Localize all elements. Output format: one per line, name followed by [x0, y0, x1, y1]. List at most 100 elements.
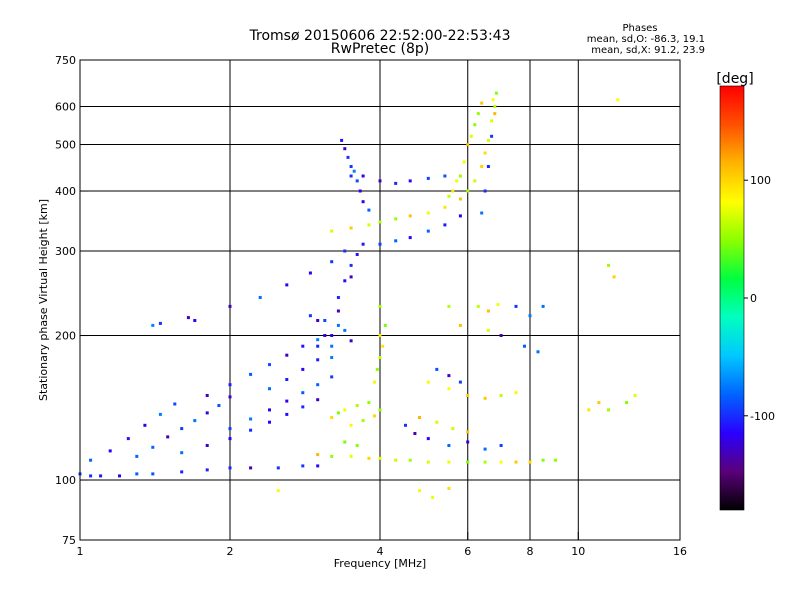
- data-point: [528, 460, 532, 464]
- data-point: [426, 460, 430, 464]
- data-point: [301, 367, 305, 371]
- data-point: [496, 303, 500, 307]
- data-point: [381, 344, 385, 348]
- data-point: [301, 464, 305, 468]
- data-point: [180, 470, 184, 474]
- data-point: [483, 189, 487, 193]
- data-point: [486, 328, 490, 332]
- data-point: [375, 367, 379, 371]
- x-tick-label: 10: [571, 545, 585, 558]
- x-tick-label: 6: [464, 545, 471, 558]
- data-point: [249, 372, 253, 376]
- data-point: [514, 460, 518, 464]
- data-point: [285, 412, 289, 416]
- data-point: [404, 423, 407, 427]
- data-point: [301, 344, 305, 348]
- data-point: [466, 143, 470, 146]
- data-point: [340, 138, 344, 142]
- data-point: [435, 420, 439, 424]
- data-point: [249, 417, 253, 421]
- axis-ticks: 1 2 4 6 8 10 16 75 100 200 300 400 500 600 750: [55, 54, 687, 558]
- data-point: [476, 304, 480, 308]
- data-point: [330, 344, 334, 348]
- colorbar-tick-label: -100: [750, 410, 775, 423]
- data-point: [625, 401, 629, 405]
- data-point: [499, 394, 503, 397]
- data-point: [373, 380, 376, 384]
- data-point: [607, 408, 610, 412]
- data-point: [447, 304, 451, 308]
- data-point: [426, 380, 430, 384]
- data-point: [330, 454, 334, 458]
- data-point: [285, 399, 289, 403]
- data-point: [316, 383, 320, 387]
- data-point: [466, 189, 470, 193]
- data-point: [378, 456, 382, 460]
- data-point: [343, 328, 347, 332]
- data-point: [285, 353, 289, 357]
- data-point: [323, 334, 327, 337]
- data-point: [285, 283, 289, 287]
- data-point: [355, 444, 359, 447]
- data-point: [349, 339, 353, 343]
- data-point: [336, 309, 340, 313]
- data-point: [597, 401, 601, 405]
- data-point: [158, 321, 162, 325]
- data-point: [536, 350, 540, 354]
- data-point: [447, 460, 451, 464]
- data-point: [336, 296, 340, 299]
- chart-title: Tromsø 20150606 22:52:00-22:53:43: [249, 28, 511, 44]
- data-point: [343, 440, 347, 444]
- data-point: [180, 451, 184, 455]
- data-point: [367, 456, 371, 460]
- data-point: [462, 160, 466, 164]
- grid-lines: [80, 60, 680, 540]
- data-point: [268, 408, 271, 412]
- data-point: [330, 356, 334, 359]
- data-point: [473, 123, 477, 127]
- data-point: [228, 437, 232, 441]
- data-point: [323, 319, 327, 322]
- data-point: [413, 432, 417, 435]
- data-point: [336, 411, 340, 415]
- data-point: [166, 435, 170, 439]
- stats-line-x: mean, sd,X: 91.2, 23.9: [591, 45, 705, 56]
- data-point: [126, 437, 130, 441]
- data-point: [607, 263, 610, 267]
- data-point: [443, 174, 447, 178]
- data-point: [336, 323, 340, 327]
- data-point: [330, 260, 334, 264]
- data-point: [151, 445, 155, 449]
- data-point: [135, 472, 139, 476]
- data-point: [108, 449, 112, 453]
- data-point: [361, 174, 365, 178]
- data-point: [499, 334, 503, 337]
- data-point: [205, 411, 209, 415]
- data-point: [228, 395, 232, 399]
- data-point: [99, 474, 103, 478]
- data-point: [268, 387, 271, 391]
- data-point: [151, 323, 155, 327]
- data-point: [435, 367, 439, 371]
- data-point: [193, 319, 197, 322]
- colorbar-label: [deg]: [716, 71, 753, 87]
- data-point: [541, 304, 545, 308]
- data-point: [476, 112, 480, 116]
- data-point: [361, 242, 365, 246]
- data-point: [276, 466, 280, 470]
- data-point: [301, 391, 305, 395]
- data-point: [268, 363, 271, 367]
- data-point: [205, 394, 209, 397]
- data-point: [458, 197, 462, 201]
- data-point: [418, 489, 421, 493]
- data-point: [408, 179, 412, 183]
- data-point: [349, 263, 353, 267]
- data-point: [431, 495, 435, 499]
- data-point: [483, 447, 487, 451]
- y-axis-label: Stationary phase Virtual Height [km]: [37, 199, 50, 401]
- y-tick-label: 300: [55, 245, 76, 258]
- y-tick-label: 200: [55, 330, 76, 343]
- data-point: [258, 296, 262, 299]
- data-point: [418, 416, 421, 419]
